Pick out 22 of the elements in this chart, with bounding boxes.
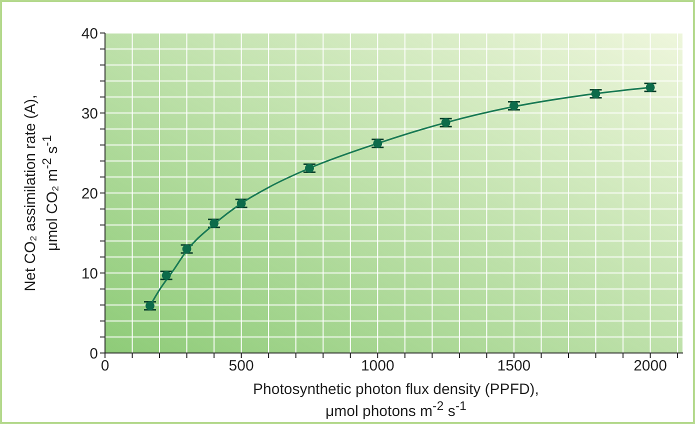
- x-tick-label: 0: [100, 358, 110, 375]
- point: [236, 198, 246, 208]
- point: [145, 301, 154, 310]
- y-tick-label: 0: [90, 345, 98, 362]
- point: [591, 89, 600, 98]
- x-tick-label: 500: [228, 358, 254, 375]
- x-axis-title: Photosynthetic photon flux density (PPFD), μmol photons m$^{-2}$ s$^{-1}$: [252, 381, 540, 420]
- point: [182, 244, 192, 254]
- point: [373, 138, 382, 148]
- point: [162, 270, 171, 280]
- x-tick-label: 2000: [634, 358, 667, 375]
- x-tick-label: 1000: [360, 358, 394, 375]
- x-tick-label: 1500: [497, 358, 531, 375]
- point: [304, 164, 314, 173]
- point: [646, 82, 655, 92]
- point: [210, 218, 219, 228]
- y-tick-label: 40: [81, 25, 98, 42]
- point: [441, 118, 450, 128]
- y-tick-label: 10: [81, 265, 98, 282]
- y-tick-label: 20: [81, 185, 98, 202]
- y-tick-label: 30: [81, 105, 98, 122]
- point: [509, 101, 518, 110]
